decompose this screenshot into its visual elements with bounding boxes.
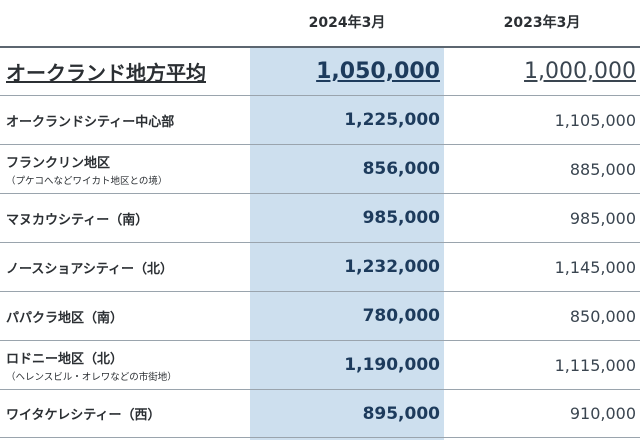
table-row: マヌカウシティー（南） 985,000 985,000 — [0, 193, 640, 242]
row-label: オークランド地方平均 — [6, 48, 246, 95]
table-row: ワイタケレシティー（西） 895,000 910,000 — [0, 389, 640, 438]
row-name: フランクリン地区 — [6, 155, 111, 171]
value-2024: 1,232,000 — [344, 257, 440, 277]
value-2024: 856,000 — [362, 159, 440, 179]
row-name: オークランドシティー中心部 — [6, 114, 175, 130]
row-name: パパクラ地区（南） — [6, 310, 124, 326]
row-name: ノースショアシティー（北） — [6, 261, 174, 277]
row-name: マヌカウシティー（南） — [6, 212, 149, 228]
value-2023: 1,105,000 — [554, 110, 636, 130]
table-row-average: オークランド地方平均 1,050,000 1,000,000 — [0, 46, 640, 95]
value-2024: 780,000 — [362, 306, 440, 326]
value-2024: 1,225,000 — [344, 110, 440, 130]
row-label: パパクラ地区（南） — [6, 292, 246, 340]
value-2023: 985,000 — [569, 208, 636, 228]
row-name: オークランド地方平均 — [6, 61, 206, 85]
row-label: ワイタケレシティー（西） — [6, 390, 246, 437]
value-2024: 985,000 — [362, 208, 440, 228]
value-2023: 1,145,000 — [554, 257, 636, 277]
value-2024: 1,050,000 — [316, 59, 440, 84]
table-row: フランクリン地区 （プケコへなどワイカト地区との境） 856,000 885,0… — [0, 144, 640, 193]
value-2023: 1,115,000 — [554, 355, 636, 375]
row-name: ワイタケレシティー（西） — [6, 408, 161, 423]
table-row: ロドニー地区（北） （ヘレンスビル・オレワなどの市街地） 1,190,000 1… — [0, 340, 640, 389]
highlight-column-2024 — [250, 46, 444, 440]
header-2024: 2024年3月 — [308, 15, 386, 31]
row-name: ロドニー地区（北） — [6, 351, 124, 367]
value-2024: 1,190,000 — [344, 355, 440, 375]
table-header: 2024年3月 2023年3月 — [0, 0, 640, 46]
value-2023: 885,000 — [569, 159, 636, 179]
row-label: オークランドシティー中心部 — [6, 96, 246, 144]
row-subname: （プケコへなどワイカト地区との境） — [6, 175, 168, 187]
row-label: ロドニー地区（北） （ヘレンスビル・オレワなどの市街地） — [6, 341, 246, 389]
row-subname: （ヘレンスビル・オレワなどの市街地） — [6, 371, 177, 383]
value-2023: 1,000,000 — [524, 59, 636, 84]
row-label: ノースショアシティー（北） — [6, 243, 246, 291]
value-2024: 895,000 — [362, 403, 440, 424]
value-2023: 910,000 — [569, 404, 636, 423]
table-row: ノースショアシティー（北） 1,232,000 1,145,000 — [0, 242, 640, 291]
table-row: オークランドシティー中心部 1,225,000 1,105,000 — [0, 95, 640, 144]
row-label: フランクリン地区 （プケコへなどワイカト地区との境） — [6, 145, 246, 193]
header-2023: 2023年3月 — [503, 15, 581, 31]
row-label: マヌカウシティー（南） — [6, 194, 246, 242]
price-table: オークランド地方平均 1,050,000 1,000,000 オークランドシティ… — [0, 46, 640, 438]
table-row: パパクラ地区（南） 780,000 850,000 — [0, 291, 640, 340]
value-2023: 850,000 — [569, 306, 636, 326]
